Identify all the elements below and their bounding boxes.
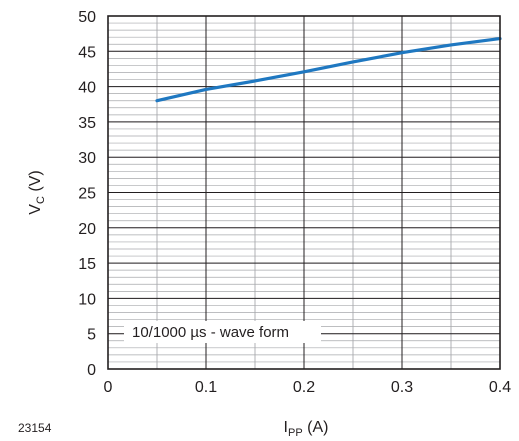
- y-tick-label: 25: [78, 186, 96, 203]
- series-line: [155, 36, 502, 103]
- figure-id: 23154: [18, 421, 52, 435]
- y-axis-label: VC (V): [27, 170, 47, 214]
- plot-frame: [107, 15, 501, 370]
- y-axis-label-main: V: [27, 204, 44, 215]
- x-axis-label-unit: (A): [303, 419, 329, 436]
- y-tick-label: 10: [78, 291, 96, 308]
- x-tick-label: 0.4: [489, 379, 511, 396]
- x-tick-labels: 0 0.1 0.2 0.3 0.4: [104, 379, 512, 396]
- x-tick-label: 0.3: [391, 379, 413, 396]
- y-tick-label: 30: [78, 150, 96, 167]
- y-tick-label: 35: [78, 115, 96, 132]
- y-axis-label-unit: (V): [27, 170, 44, 196]
- x-tick-label: 0: [104, 379, 113, 396]
- y-tick-labels: 0 5 10 15 20 25 30 35 40 45 50: [78, 9, 96, 379]
- annotation-background: [124, 321, 321, 343]
- y-tick-label: 50: [78, 9, 96, 26]
- annotation: 10/1000 µs - wave form: [124, 321, 321, 343]
- y-tick-label: 0: [87, 362, 96, 379]
- x-axis-label: IPP (A): [284, 419, 329, 439]
- x-axis-label-sub: PP: [288, 427, 303, 439]
- y-tick-label: 20: [78, 221, 96, 238]
- x-axis-label-main: I: [284, 419, 288, 436]
- major-gridlines: [108, 16, 500, 369]
- y-tick-label: 40: [78, 80, 96, 97]
- y-tick-label: 45: [78, 44, 96, 61]
- x-tick-label: 0.2: [293, 379, 315, 396]
- y-tick-label: 5: [87, 327, 96, 344]
- annotation-text: 10/1000 µs - wave form: [132, 324, 289, 341]
- y-axis-label-sub: C: [35, 196, 47, 204]
- series-layer: [155, 36, 502, 103]
- x-tick-label: 0.1: [195, 379, 217, 396]
- y-tick-label: 15: [78, 256, 96, 273]
